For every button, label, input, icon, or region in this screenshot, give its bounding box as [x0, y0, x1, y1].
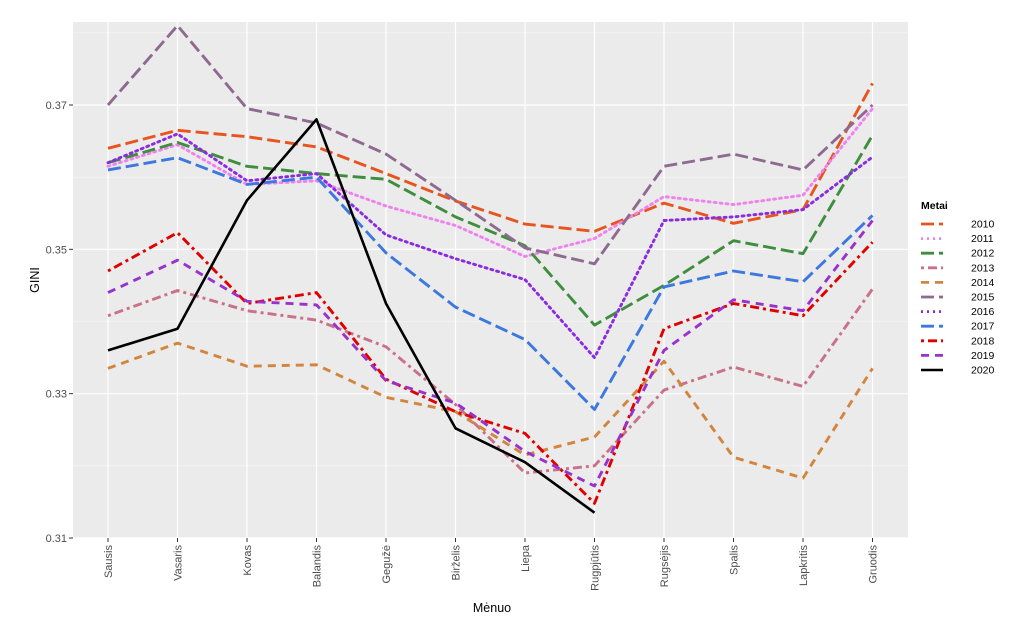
legend: Metai 2010201120122013201420152016201720…	[921, 200, 995, 377]
x-tick-label: Balandis	[312, 545, 324, 588]
legend-title: Metai	[921, 200, 948, 212]
series-line-2019	[107, 219, 874, 488]
y-tick-label: 0.35	[46, 244, 67, 256]
plot-background	[73, 22, 908, 538]
series-line-2011	[106, 107, 874, 258]
y-tick-label: 0.37	[46, 100, 67, 112]
x-tick-label: Birželis	[451, 545, 463, 581]
series-line-2018	[107, 231, 874, 505]
minor-gridlines	[73, 32, 908, 467]
y-axis-title: GINI	[28, 267, 42, 293]
series-line-2016	[106, 132, 874, 360]
x-tick-label: Rugsėjis	[659, 545, 671, 588]
x-axis: Sausis Vasaris Kovas Balandis Gegužė Birželis…	[103, 538, 880, 591]
legend-label-2013: 2013	[971, 262, 995, 274]
legend-label-2010: 2010	[971, 219, 995, 231]
x-tick-label: Spalis	[729, 545, 741, 575]
series-lines	[106, 24, 874, 514]
series-line-2020	[107, 118, 596, 514]
y-tick-label: 0.33	[46, 389, 67, 401]
series-line-2017	[107, 156, 874, 411]
x-tick-label: Rugpjūtis	[590, 545, 602, 591]
legend-items: 2010 2011 2012 2013 2014 2015 2016 2017 2018 2019…	[921, 219, 995, 377]
legend-label-2014: 2014	[971, 277, 995, 289]
series-line-2013	[107, 288, 874, 475]
legend-label-2012: 2012	[971, 248, 995, 260]
legend-label-2020: 2020	[971, 365, 995, 377]
x-tick-label: Lapkritis	[798, 545, 810, 586]
legend-label-2017: 2017	[971, 321, 995, 333]
legend-label-2011: 2011	[971, 233, 994, 245]
x-tick-label: Liepa	[520, 544, 532, 572]
legend-label-2015: 2015	[971, 292, 995, 304]
y-tick-label: 0.31	[46, 533, 67, 545]
x-tick-label: Sausis	[103, 545, 115, 579]
series-line-2012	[107, 134, 874, 327]
legend-label-2019: 2019	[971, 350, 995, 362]
series-line-2015	[106, 24, 874, 266]
series-line-2010	[107, 82, 874, 233]
legend-label-2016: 2016	[971, 306, 995, 318]
legend-label-2018: 2018	[971, 335, 995, 347]
y-axis: 0.31 0.33 0.35 0.37	[46, 100, 73, 545]
x-tick-label: Gegužė	[381, 545, 393, 584]
x-tick-label: Vasaris	[173, 545, 185, 581]
x-tick-label: Kovas	[242, 545, 254, 576]
x-tick-label: Gruodis	[868, 545, 880, 584]
x-axis-title: Mėnuo	[473, 601, 511, 615]
major-gridlines	[73, 22, 908, 539]
